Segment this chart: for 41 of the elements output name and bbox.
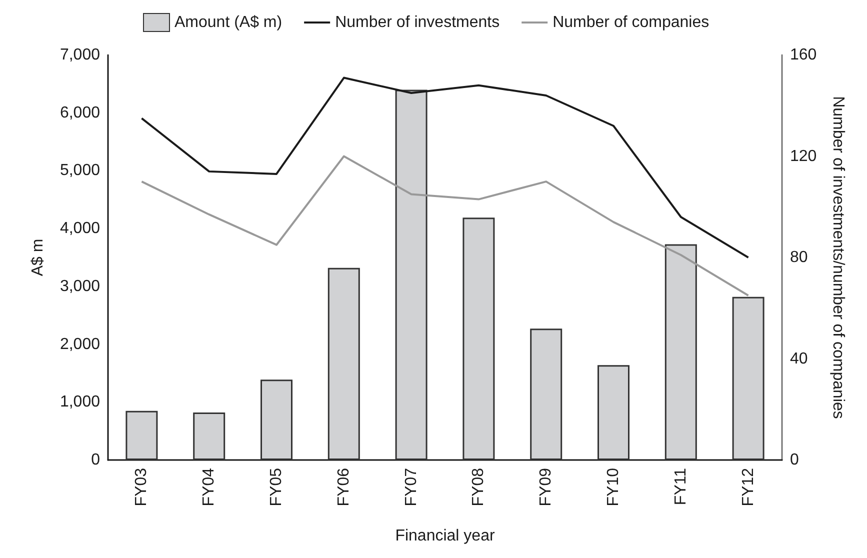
x-tick-label: FY11 <box>672 468 690 506</box>
bar <box>260 380 292 460</box>
x-tick-label: FY04 <box>200 468 218 506</box>
y-tick-label: 1,000 <box>60 394 100 411</box>
y2-tick-label: 0 <box>790 452 799 468</box>
bar <box>328 268 360 460</box>
y2-tick-label: 40 <box>790 350 808 368</box>
bar <box>193 412 226 460</box>
bar <box>395 90 428 460</box>
bar <box>732 296 764 460</box>
x-tick-label: FY07 <box>402 468 420 506</box>
y2-tick-label: 160 <box>790 46 817 64</box>
x-axis-title: Financial year <box>395 528 496 544</box>
y2-axis-title: Number of investments/number of companies <box>830 96 846 419</box>
y-tick-label: 0 <box>91 452 100 468</box>
y-tick-label: 3,000 <box>60 278 100 295</box>
x-tick-label: FY03 <box>133 468 150 506</box>
y2-tick-label: 120 <box>790 148 817 165</box>
y2-tick-label: 80 <box>790 249 808 266</box>
y-tick-label: 7,000 <box>60 46 100 64</box>
x-tick-label: FY09 <box>538 468 555 506</box>
y-tick-label: 5,000 <box>60 162 100 180</box>
line-series <box>140 76 750 258</box>
x-tick-label: FY06 <box>335 468 352 506</box>
y-tick-label: 4,000 <box>60 220 100 238</box>
bar <box>462 218 495 460</box>
bar <box>126 410 158 460</box>
x-tick-label: FY05 <box>268 468 285 506</box>
x-tick-label: FY12 <box>740 468 757 506</box>
bar <box>598 365 630 460</box>
x-tick-label: FY08 <box>470 468 488 506</box>
x-tick-label: FY10 <box>605 468 622 506</box>
line-series <box>140 155 750 296</box>
legend-label: Number of investments <box>335 14 500 31</box>
legend-label: Number of companies <box>552 14 710 31</box>
bar <box>530 328 562 460</box>
y-axis-title: A$ m <box>30 238 46 276</box>
legend-label: Amount (A$ m) <box>174 14 282 31</box>
y-tick-label: 2,000 <box>60 336 100 353</box>
bar <box>664 244 697 460</box>
y-tick-label: 6,000 <box>60 104 100 122</box>
